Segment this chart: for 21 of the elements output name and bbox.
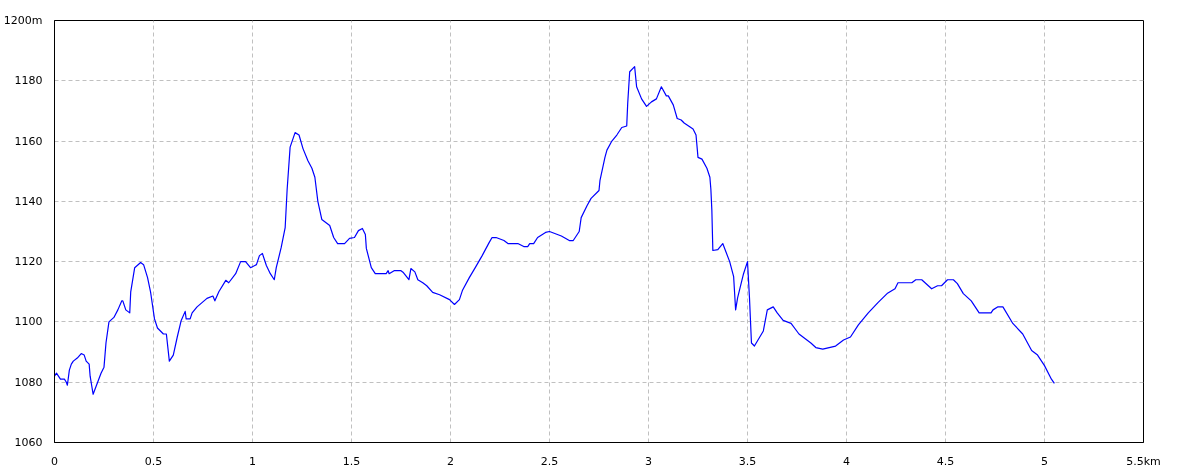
y-tick-label: 1100 [14, 315, 43, 329]
x-tick-label: 5.5km [1126, 454, 1161, 468]
y-tick-label: 1140 [14, 194, 43, 208]
x-tick-label: 0 [51, 454, 58, 468]
x-tick-label: 4 [843, 454, 850, 468]
y-tick-label: 1080 [14, 375, 43, 389]
x-tick-label: 1.5 [342, 454, 361, 468]
x-tick-label: 3 [645, 454, 652, 468]
x-tick-label: 4.5 [936, 454, 955, 468]
y-tick-label: 1160 [14, 134, 43, 148]
y-tick-label: 1200m [3, 14, 43, 27]
line-series [54, 66, 1055, 395]
x-tick-label: 5 [1041, 454, 1048, 468]
x-tick-label: 3.5 [738, 454, 757, 468]
y-tick-label: 1120 [14, 255, 43, 269]
x-tick-label: 2 [447, 454, 454, 468]
y-tick-label: 1060 [14, 436, 43, 449]
x-tick-label: 2.5 [540, 454, 559, 468]
x-tick-label: 1 [249, 454, 256, 468]
y-tick-label: 1180 [14, 74, 43, 88]
x-tick-label: 0.5 [144, 454, 163, 468]
